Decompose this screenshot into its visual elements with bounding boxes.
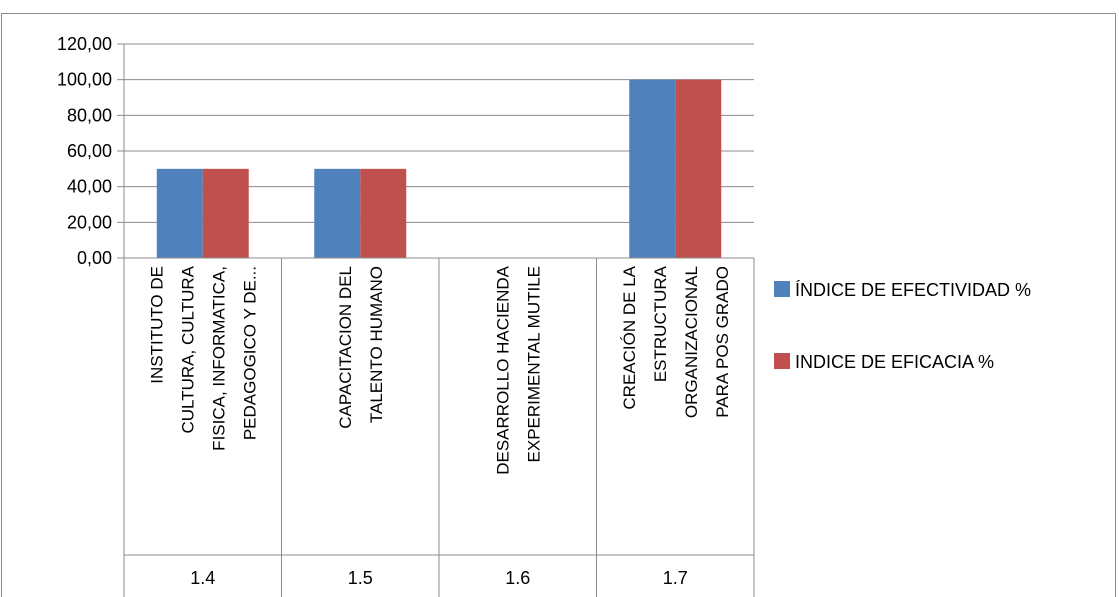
category-code: 1.5	[348, 568, 373, 588]
category-label-line: EXPERIMENTAL MUTILE	[524, 266, 543, 462]
legend-label: ÍNDICE DE EFECTIVIDAD %	[795, 280, 1031, 300]
y-tick-label: 100,00	[57, 70, 112, 90]
bar	[629, 79, 676, 259]
legend-swatch	[774, 281, 790, 297]
bar	[675, 79, 722, 259]
y-tick-label: 80,00	[67, 105, 112, 125]
bar	[360, 168, 407, 258]
category-label-line: CULTURA, CULTURA	[178, 265, 197, 433]
category-label-line: FISICA, INFORMATICA,	[209, 266, 228, 451]
bar	[314, 168, 361, 258]
category-label-line: CREACIÓN DE LA	[620, 265, 639, 409]
category-code: 1.7	[663, 568, 688, 588]
category-code: 1.6	[505, 568, 530, 588]
y-tick-label: 120,00	[57, 34, 112, 54]
category-label-line: ESTRUCTURA	[651, 265, 670, 382]
y-tick-label: 60,00	[67, 141, 112, 161]
category-code: 1.4	[190, 568, 215, 588]
bar	[156, 168, 203, 258]
chart-frame	[1, 13, 1116, 597]
legend-swatch	[774, 353, 790, 369]
legend-label: INDICE DE EFICACIA %	[795, 352, 994, 372]
category-label-line: INSTITUTO DE	[147, 266, 166, 384]
category-label-line: TALENTO HUMANO	[367, 266, 386, 423]
y-tick-label: 0,00	[77, 248, 112, 268]
y-tick-label: 40,00	[67, 177, 112, 197]
bar	[202, 168, 249, 258]
category-label-line: CAPACITACION DEL	[336, 266, 355, 429]
category-label-line: PEDAGOGICO Y DE...	[240, 266, 259, 440]
category-label-line: DESARROLLO HACIENDA	[493, 265, 512, 474]
y-tick-label: 20,00	[67, 212, 112, 232]
category-label-line: PARA POS GRADO	[713, 266, 732, 418]
category-label-line: ORGANIZACIONAL	[682, 266, 701, 418]
